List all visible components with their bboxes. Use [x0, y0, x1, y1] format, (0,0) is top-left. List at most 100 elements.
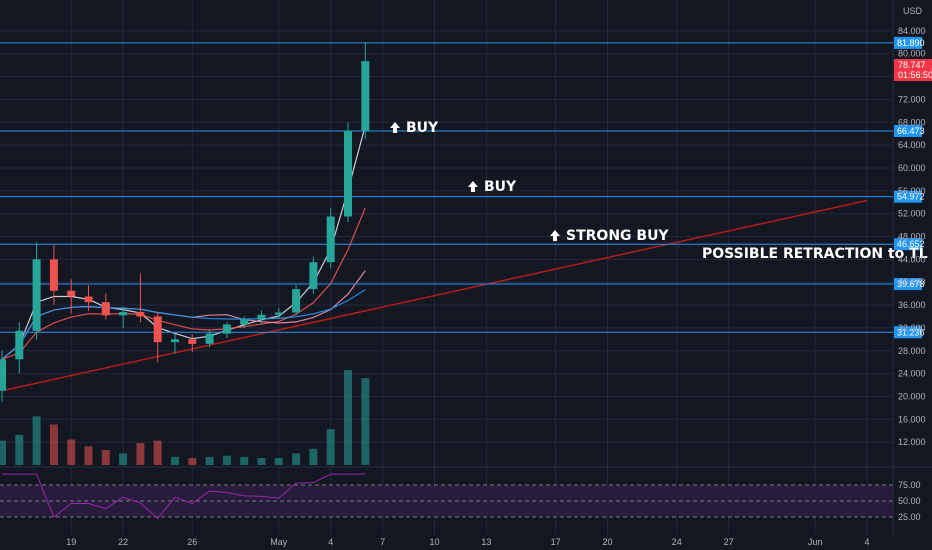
volume-bar: [171, 456, 179, 465]
candle-body: [67, 290, 76, 297]
volume-bar: [49, 424, 58, 465]
candle-body: [292, 289, 301, 313]
candle-body: [188, 339, 197, 344]
price-level-label: 81.890: [897, 38, 925, 48]
horizontal-levels[interactable]: 81.890 66.473 54.972 46.652 39.678 31.236: [0, 36, 925, 339]
candle-body: [84, 296, 93, 303]
price-level-label: 54.972: [897, 192, 925, 202]
date-tick-label: 26: [187, 537, 197, 547]
candle-body: [101, 302, 110, 316]
candle-body: [119, 311, 128, 316]
rsi-line: [2, 473, 366, 520]
last-price-badge-bg: [894, 59, 932, 81]
volume-bar: [274, 458, 283, 465]
arrow-up-icon: [550, 230, 560, 241]
volume-bar: [222, 455, 231, 465]
annotation-label[interactable]: POSSIBLE RETRACTION to TL: [702, 246, 928, 262]
price-level-badge: [894, 124, 922, 137]
volume-bars: [0, 370, 370, 465]
date-tick-label: May: [270, 537, 288, 547]
volume-bar: [15, 434, 24, 465]
time-axis[interactable]: 19 22 26 May 4 7 10 13 17 20 24 27 Jun 4: [66, 537, 869, 547]
date-tick-label: 13: [481, 537, 491, 547]
price-tick-label: 60.000: [898, 163, 926, 173]
volume-bar: [361, 378, 370, 465]
price-level-badge: [894, 278, 922, 291]
annotation-label[interactable]: BUY: [484, 179, 517, 195]
price-level-badge: [894, 238, 922, 251]
candle-body: [361, 61, 370, 131]
price-tick-label: 40.000: [898, 277, 926, 287]
support-trendline[interactable]: [1, 199, 868, 392]
date-tick-label: 7: [380, 537, 385, 547]
arrow-up-icon: [390, 122, 400, 133]
currency-label: USD: [903, 6, 923, 16]
date-tick-label: 4: [864, 537, 869, 547]
date-tick-label: 17: [551, 537, 561, 547]
volume-bar: [119, 453, 128, 465]
price-tick-label: 44.000: [898, 254, 926, 264]
candle-body: [153, 316, 162, 343]
price-tick-label: 80.000: [898, 49, 926, 59]
volume-bar: [32, 416, 41, 465]
volume-bar: [101, 449, 110, 465]
volume-bar: [344, 370, 352, 465]
volume-bar: [136, 442, 145, 465]
candle-body: [240, 319, 249, 325]
price-tick-label: 12.000: [898, 437, 926, 447]
price-level-badge: [894, 36, 922, 49]
date-tick-label: 4: [328, 537, 333, 547]
candle-body: [309, 262, 318, 290]
ema-fast-line: [1, 125, 366, 360]
volume-bar: [188, 458, 197, 465]
candle-body: [32, 259, 41, 331]
price-tick-label: 36.000: [898, 300, 926, 310]
price-level-badge: [894, 326, 922, 339]
moving-averages: [1, 125, 366, 360]
price-tick-label: 48.000: [898, 232, 926, 242]
price-tick-label: 84.000: [898, 26, 926, 36]
price-level-label: 66.473: [897, 126, 925, 136]
price-level-label: 39.678: [897, 279, 925, 289]
last-price-value: 78.747: [898, 60, 926, 70]
volume-bar: [326, 429, 335, 465]
date-tick-label: 24: [672, 537, 682, 547]
date-tick-label: 20: [602, 537, 612, 547]
candle-body: [222, 324, 231, 334]
rsi-tick-label: 75.00: [898, 480, 921, 490]
candle-body: [344, 130, 352, 217]
candles: [0, 42, 370, 403]
price-tick-label: 52.000: [898, 209, 926, 219]
volume-bar: [240, 456, 249, 465]
date-tick-label: 19: [66, 537, 76, 547]
annotations[interactable]: BUY BUY STRONG BUY POSSIBLE RETRACTION to T…: [390, 120, 928, 262]
price-tick-label: 72.000: [898, 94, 926, 104]
price-level-label: 46.652: [897, 239, 925, 249]
volume-bar: [292, 453, 301, 465]
rsi-tick-label: 25.00: [898, 512, 921, 522]
trendline[interactable]: [1, 199, 868, 392]
volume-bar: [205, 456, 214, 465]
date-tick-label: 22: [118, 537, 128, 547]
candle-body: [49, 259, 58, 291]
date-tick-label: 10: [429, 537, 439, 547]
date-tick-label: Jun: [808, 537, 823, 547]
candle-body: [171, 339, 179, 343]
rsi-pane: [0, 473, 893, 520]
volume-bar: [153, 440, 162, 465]
price-level-label: 31.236: [897, 327, 925, 337]
price-tick-label: 64.000: [898, 140, 926, 150]
price-level-badge: [894, 190, 922, 203]
annotation-label[interactable]: BUY: [406, 120, 439, 136]
volume-bar: [84, 446, 93, 465]
sma-long-line: [1, 289, 366, 360]
candle-body: [0, 359, 6, 391]
price-tick-label: 16.000: [898, 414, 926, 424]
price-tick-label: 32.000: [898, 323, 926, 333]
candle-body: [136, 311, 145, 317]
last-price-badge: 78.747 01:56:50: [894, 59, 932, 81]
annotation-label[interactable]: STRONG BUY: [566, 228, 669, 244]
volume-bar: [0, 440, 6, 465]
